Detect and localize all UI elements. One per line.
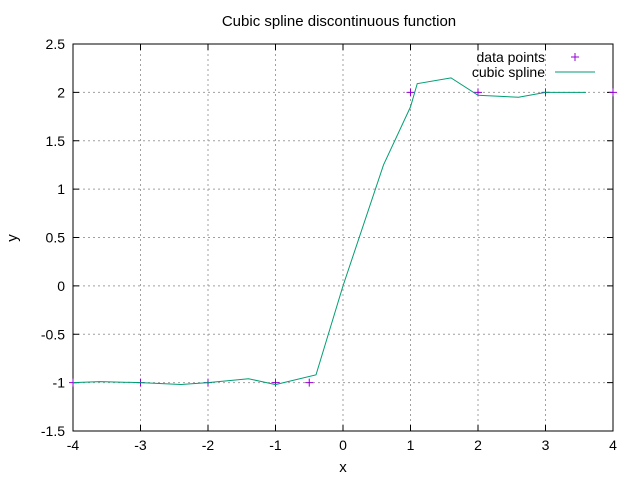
x-tick-label: 2 [474,437,482,453]
legend-entry-label: data points [477,49,546,65]
x-tick-label: -2 [202,437,215,453]
legend-entry-label: cubic spline [472,64,545,80]
y-tick-label: 2 [57,84,65,100]
x-tick-label: -1 [269,437,282,453]
y-tick-label: 1.5 [46,133,66,149]
data-point-marker [271,378,280,387]
x-tick-label: -4 [67,437,80,453]
grid [73,44,613,431]
chart-title: Cubic spline discontinuous function [222,13,456,30]
data-point-marker [406,88,415,97]
data-point-marker [609,88,617,97]
y-tick-label: 1 [57,181,65,197]
x-tick-label: 1 [407,437,415,453]
y-tick-label: -0.5 [41,326,65,342]
x-tick-label: 4 [609,437,617,453]
y-tick-label: -1 [53,375,66,391]
x-tick-label: -3 [134,437,147,453]
x-tick-label: 0 [339,437,347,453]
y-tick-label: 2.5 [46,36,66,52]
series-line-cubic-spline [72,77,586,386]
y-axis-label: y [4,234,21,242]
y-tick-label: -1.5 [41,423,65,439]
y-tick-label: 0.5 [46,230,66,246]
x-axis-label: x [339,459,347,476]
x-tick-label: 3 [542,437,550,453]
ticks: -4 -3 -2 -1 0 1 2 3 4 -1.5 -1 -0.5 0 0.5 1 1.5 2 2.5 [41,36,617,453]
y-tick-label: 0 [57,278,65,294]
series [69,77,617,387]
legend-marker-swatch [571,53,579,61]
data-point-marker [305,378,314,387]
